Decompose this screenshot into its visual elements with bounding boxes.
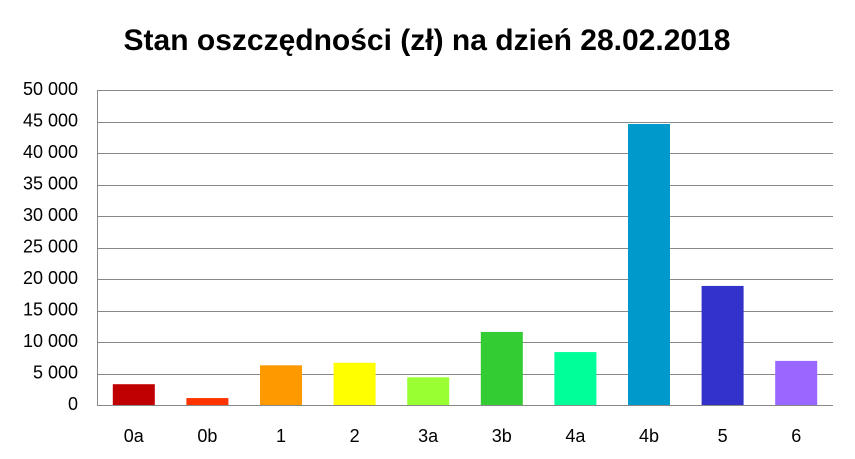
y-tick-label: 25 000: [23, 236, 78, 256]
chart-title: Stan oszczędności (zł) na dzień 28.02.20…: [124, 24, 731, 57]
bar: [775, 360, 818, 405]
bar: [407, 377, 450, 405]
y-tick-label: 30 000: [23, 205, 78, 225]
y-tick-label: 10 000: [23, 331, 78, 351]
bar: [480, 331, 523, 405]
y-tick-label: 50 000: [23, 79, 78, 99]
bar: [701, 285, 744, 405]
bar: [186, 398, 229, 405]
x-tick-label: 2: [350, 426, 360, 446]
y-tick-label: 40 000: [23, 142, 78, 162]
y-tick-label: 5 000: [33, 362, 78, 382]
y-tick-label: 35 000: [23, 173, 78, 193]
y-tick-label: 0: [68, 394, 78, 414]
x-tick-label: 4b: [639, 426, 659, 446]
x-tick-label: 3a: [418, 426, 439, 446]
bar: [628, 124, 670, 406]
x-tick-label: 0b: [197, 426, 217, 446]
bar: [112, 384, 155, 405]
y-tick-label: 20 000: [23, 268, 78, 288]
bar: [554, 352, 597, 405]
y-tick-label: 15 000: [23, 299, 78, 319]
x-tick-label: 5: [718, 426, 728, 446]
x-tick-label: 4a: [565, 426, 586, 446]
x-tick-label: 1: [276, 426, 286, 446]
x-tick-label: 3b: [492, 426, 512, 446]
bar: [260, 365, 302, 405]
x-tick-label: 0a: [124, 426, 145, 446]
x-tick-label: 6: [791, 426, 801, 446]
y-tick-label: 45 000: [23, 110, 78, 130]
bar: [333, 362, 376, 405]
